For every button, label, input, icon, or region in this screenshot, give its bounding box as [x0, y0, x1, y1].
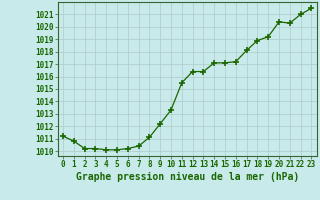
X-axis label: Graphe pression niveau de la mer (hPa): Graphe pression niveau de la mer (hPa)	[76, 172, 299, 182]
